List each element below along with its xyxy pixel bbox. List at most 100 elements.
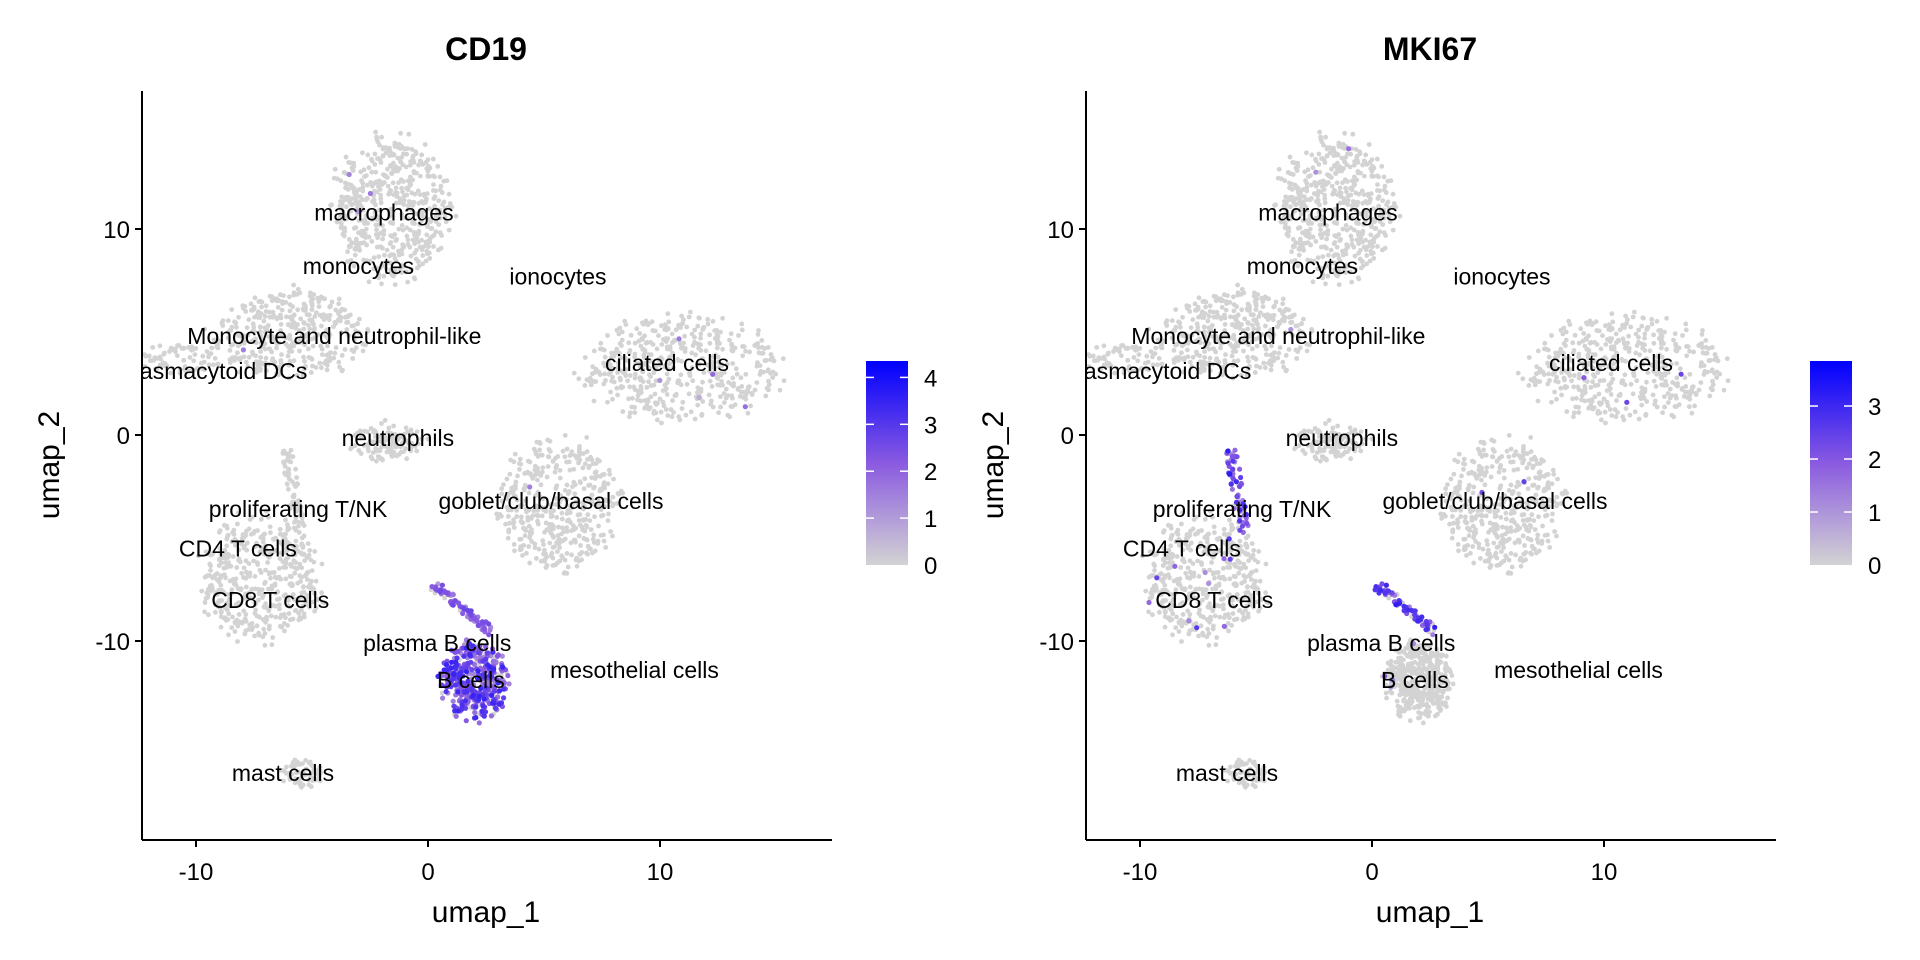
cell-point — [1135, 358, 1141, 364]
cell-point — [309, 307, 315, 312]
cell-point — [733, 366, 739, 372]
cell-point — [635, 393, 641, 398]
cell-point — [294, 475, 299, 480]
cell-point — [723, 386, 729, 392]
cell-point — [510, 489, 516, 495]
cell-point — [321, 312, 326, 318]
cell-point — [262, 360, 268, 366]
cell-point — [557, 468, 563, 473]
cell-point — [1443, 498, 1449, 504]
cell-point — [419, 436, 424, 442]
cell-point — [284, 457, 290, 463]
cell-point — [1134, 368, 1139, 374]
cell-point — [1353, 431, 1359, 437]
cell-point — [297, 336, 303, 342]
cell-point — [293, 515, 299, 520]
cell-point — [262, 313, 268, 319]
cell-point — [588, 527, 594, 532]
cell-point — [441, 667, 447, 673]
cell-point — [594, 368, 599, 373]
cell-point — [1595, 370, 1601, 375]
cell-point — [678, 372, 684, 378]
cell-point — [297, 290, 303, 296]
cell-point — [481, 696, 487, 702]
cell-point — [394, 194, 400, 200]
cell-point — [1213, 333, 1218, 339]
cell-point — [575, 512, 581, 518]
cell-point — [405, 279, 411, 285]
cell-point — [410, 237, 416, 243]
y-tick-label: -10 — [95, 629, 130, 656]
cell-point — [1705, 369, 1710, 375]
cell-point — [1349, 279, 1355, 285]
cell-point — [1200, 299, 1206, 304]
cell-point — [271, 338, 277, 344]
cell-point — [665, 311, 671, 317]
cell-point — [462, 698, 468, 704]
cell-point — [590, 550, 595, 556]
cell-point — [1667, 386, 1673, 392]
cell-point — [1318, 189, 1324, 195]
cell-point — [1699, 341, 1705, 346]
cell-point — [572, 491, 578, 497]
cluster-label: B cells — [437, 667, 505, 693]
cell-point — [255, 309, 261, 315]
cell-point — [318, 294, 324, 300]
cell-point — [759, 345, 765, 350]
cell-point — [635, 388, 641, 394]
cell-point — [391, 273, 396, 279]
cell-point — [486, 621, 492, 627]
cell-point — [559, 531, 564, 537]
cell-point — [439, 582, 445, 588]
cell-point — [1592, 340, 1597, 345]
cell-point — [1314, 198, 1319, 204]
cell-point — [1271, 332, 1277, 337]
cell-point — [229, 307, 235, 312]
cell-point — [442, 211, 448, 216]
panel-title: MKI67 — [1383, 31, 1477, 67]
cell-point — [344, 204, 349, 210]
cell-point — [1300, 218, 1306, 224]
cell-point — [221, 551, 227, 557]
cell-point — [623, 322, 629, 327]
cell-point — [267, 293, 273, 299]
cell-point — [1350, 131, 1356, 137]
cell-point — [656, 333, 661, 338]
cell-point — [414, 429, 420, 435]
cell-point — [1675, 383, 1680, 389]
cell-point — [302, 358, 307, 364]
cell-point — [1714, 375, 1720, 380]
cell-point — [1203, 360, 1209, 366]
cell-point — [1601, 378, 1607, 383]
cell-point — [765, 367, 771, 373]
cell-point — [383, 173, 388, 178]
cell-point — [409, 146, 415, 152]
cell-point — [665, 413, 671, 418]
cell-point — [257, 567, 263, 573]
cell-point — [1663, 363, 1668, 369]
cell-point — [540, 465, 546, 471]
cell-point — [781, 378, 787, 384]
cell-point — [1666, 400, 1671, 405]
cell-point — [452, 682, 458, 688]
cell-point — [233, 602, 239, 608]
cell-point — [1289, 249, 1294, 255]
cell-point — [345, 213, 351, 218]
cell-point — [582, 383, 588, 388]
cell-point — [644, 385, 650, 390]
cell-point — [1228, 314, 1233, 320]
cell-point — [541, 542, 546, 547]
cell-point — [1631, 371, 1636, 376]
cell-point — [632, 340, 638, 346]
cell-point — [453, 659, 459, 665]
cell-point — [379, 444, 384, 450]
cell-point — [1350, 203, 1355, 209]
cell-point — [1492, 514, 1498, 520]
cell-point — [662, 322, 668, 328]
cell-point — [501, 695, 507, 701]
cell-point — [270, 635, 276, 640]
cell-point — [1604, 399, 1610, 405]
cell-point — [1256, 314, 1262, 319]
cell-point — [248, 301, 254, 307]
cell-point — [1574, 395, 1579, 401]
